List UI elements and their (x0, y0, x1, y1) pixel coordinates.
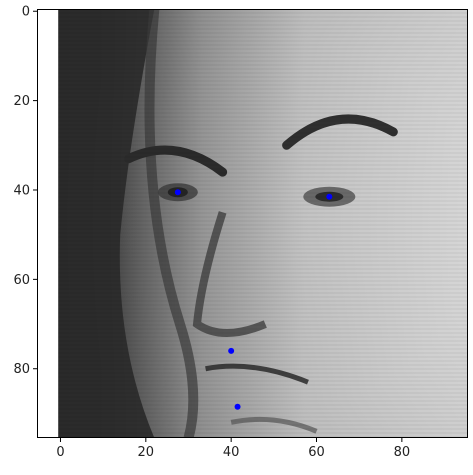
y-axis: 0 20 40 60 80 (13, 5, 37, 377)
x-tick-label: 40 (223, 445, 240, 460)
axes-frame (37, 9, 468, 438)
y-tick-label: 60 (13, 273, 30, 288)
scatter-point-5 (234, 403, 241, 410)
x-tick-label: 0 (56, 445, 64, 460)
scatter-point-1 (54, 9, 59, 10)
face-image (37, 9, 468, 438)
y-tick-label: 20 (13, 94, 30, 109)
scatter-point-2 (174, 189, 181, 196)
x-tick-label: 20 (138, 445, 155, 460)
y-tick-label: 0 (22, 5, 30, 20)
x-tick-label: 60 (308, 445, 325, 460)
x-axis: 0 20 40 60 80 (56, 438, 410, 460)
scatter-point-4 (228, 347, 235, 354)
scatter-points (54, 9, 333, 410)
x-tick-label: 80 (394, 445, 411, 460)
scatter-point-3 (326, 193, 333, 200)
y-tick-label: 40 (13, 183, 30, 198)
y-tick-label: 80 (13, 362, 30, 377)
